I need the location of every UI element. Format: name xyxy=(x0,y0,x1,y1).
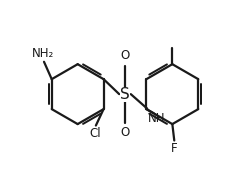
Text: F: F xyxy=(171,142,177,155)
Text: NH₂: NH₂ xyxy=(32,47,54,60)
Text: O: O xyxy=(120,126,130,139)
Text: O: O xyxy=(120,49,130,62)
Text: S: S xyxy=(120,87,130,102)
Text: Cl: Cl xyxy=(89,127,101,140)
Text: NH: NH xyxy=(148,112,166,124)
